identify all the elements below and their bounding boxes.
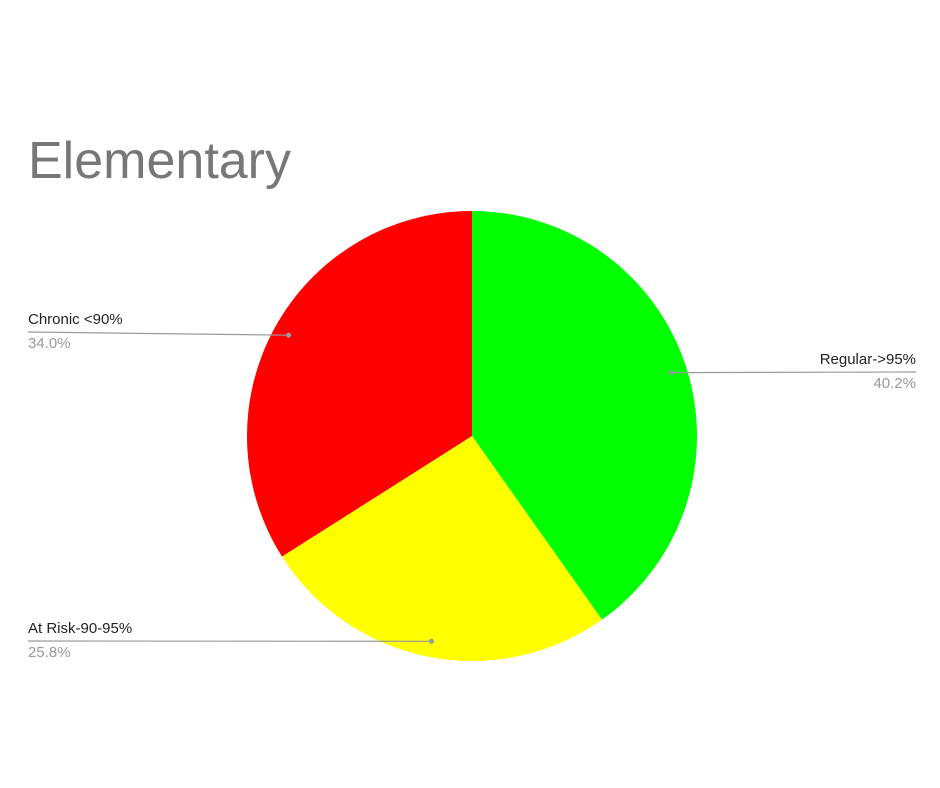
pie-slices	[247, 211, 698, 661]
leader-dot-1	[668, 370, 674, 376]
pie-slice-3	[247, 211, 472, 557]
chart-title: Elementary	[28, 132, 291, 190]
pie-slice-2	[282, 436, 602, 661]
pie-callouts: Regular->95% 40.2% At Risk-90-95% 25.8% Chro…	[27, 311, 917, 661]
slice-label-3: Chronic <90%	[28, 311, 123, 328]
slice-label-1: Regular->95%	[820, 351, 916, 368]
slice-label-2: At Risk-90-95%	[28, 620, 132, 637]
leader-line-1	[671, 371, 917, 374]
leader-line-3	[27, 331, 289, 336]
slice-percent-1: 40.2%	[873, 375, 916, 392]
slice-percent-3: 34.0%	[28, 335, 71, 352]
slice-percent-2: 25.8%	[28, 644, 71, 661]
leader-dot-3	[286, 332, 292, 338]
leader-dot-2	[429, 638, 434, 644]
pie-slice-1	[472, 211, 698, 620]
